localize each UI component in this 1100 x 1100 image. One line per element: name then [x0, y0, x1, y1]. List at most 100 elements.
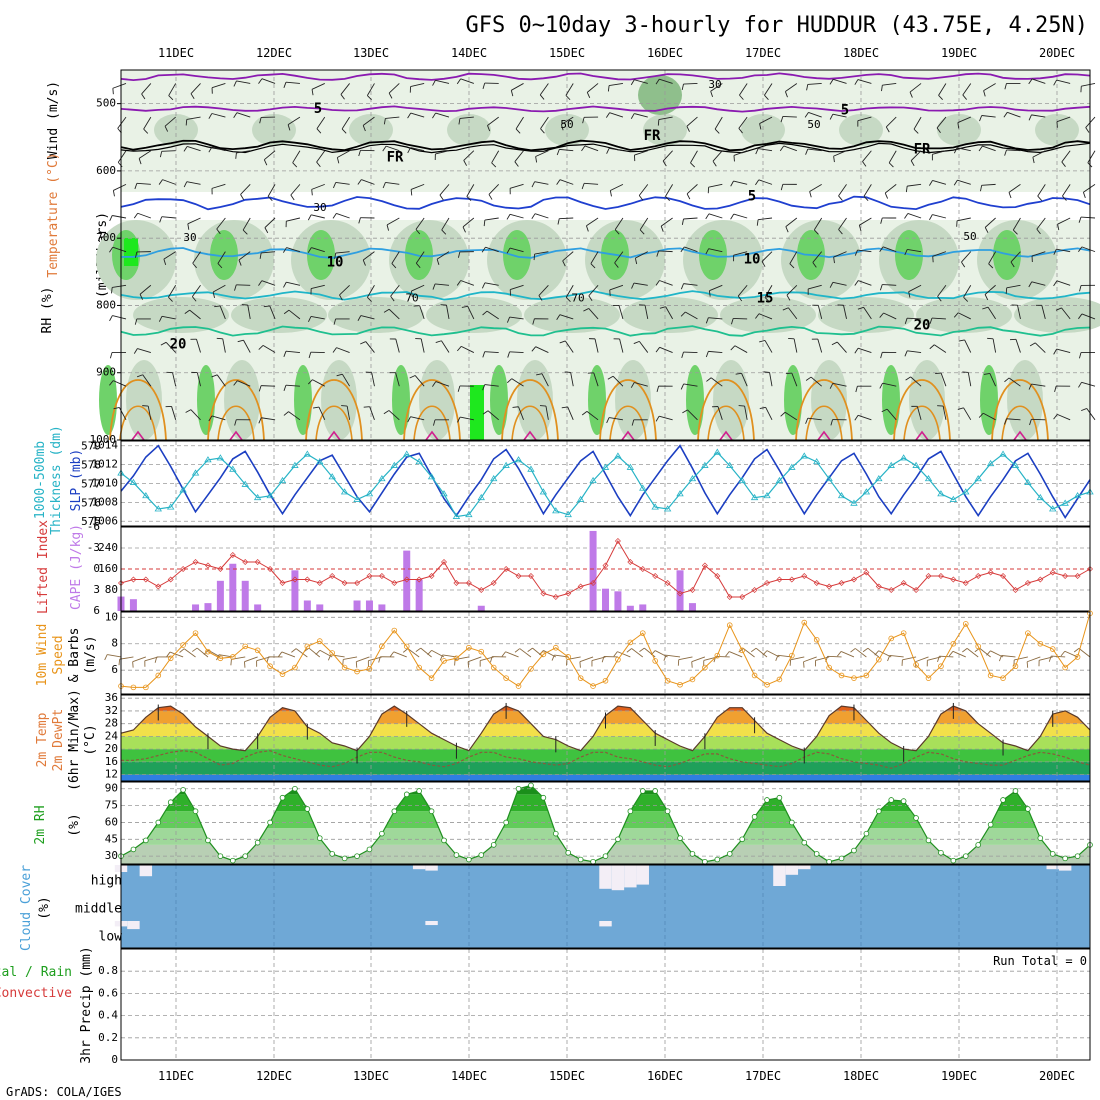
upper-wind-barb — [435, 150, 450, 155]
date-label-top: 19DEC — [941, 46, 977, 60]
upper-wind-barb-feather — [910, 160, 915, 167]
wind10-barb — [966, 648, 979, 658]
wind10-point — [602, 677, 609, 684]
thickness-point — [191, 469, 200, 476]
wind10-barb — [467, 656, 482, 663]
upper-wind-barb — [142, 374, 152, 387]
upper-wind-barb — [318, 406, 326, 421]
upper-wind-barb — [886, 408, 897, 421]
upper-wind-barb — [658, 415, 673, 421]
upper-wind-barb — [638, 341, 649, 353]
wind10-barb-feather — [514, 648, 521, 653]
wind10-barb — [107, 654, 122, 658]
li-point — [291, 576, 298, 583]
upper-wind-barb-feather — [282, 247, 287, 253]
upper-wind-barb — [534, 181, 549, 185]
wind10-point — [627, 639, 634, 646]
upper-wind-barb-feather — [879, 382, 883, 389]
upper-wind-barb — [758, 148, 773, 152]
upper-wind-barb — [1081, 246, 1096, 253]
lifted-index-line — [120, 539, 1091, 598]
li-point — [1024, 580, 1031, 586]
upper-wind-barb — [237, 380, 251, 387]
upper-wind-barb-feather — [855, 386, 858, 393]
upper-wind-barb — [141, 83, 152, 95]
upper-wind-barb — [1081, 216, 1096, 219]
label-thickness-b: Thickness (dm) — [49, 425, 64, 535]
thickness-point — [1061, 499, 1069, 506]
rh2m-point — [503, 819, 509, 826]
wind10-point — [664, 677, 671, 684]
wind10-barb-feather — [948, 651, 954, 657]
upper-wind-barb-feather — [1008, 192, 1012, 199]
upper-wind-barb-feather — [854, 79, 859, 85]
upper-wind-barb — [882, 83, 897, 86]
upper-wind-barb-feather — [913, 128, 919, 134]
rh-mid-blob — [720, 297, 816, 333]
rh2m-point — [1025, 806, 1031, 812]
upper-wind-barb-feather — [436, 258, 440, 265]
upper-wind-barb-feather — [1078, 216, 1082, 223]
upper-wind-barb-feather — [1004, 83, 1007, 90]
upper-wind-barb-feather — [456, 346, 462, 352]
wind10-barb-feather — [192, 647, 198, 652]
upper-wind-barb — [211, 83, 226, 89]
li-point — [279, 580, 286, 586]
slp-thickness-panel: 575 576 577 578 579 1006 1008 1010 1012 1014 — [81, 439, 1094, 528]
upper-wind-barb-feather — [435, 340, 442, 343]
contour-label: 15 — [757, 291, 774, 307]
wind10-barb — [678, 656, 693, 661]
wind10-barb — [790, 656, 805, 661]
wind10-barb — [840, 651, 855, 658]
rh2m-point — [813, 851, 820, 857]
cape-bar — [216, 580, 224, 611]
li-point — [229, 552, 236, 558]
upper-wind-barb — [186, 116, 201, 120]
thickness-point — [837, 492, 846, 499]
wind10-barb-feather — [691, 661, 693, 668]
cape-tick-label: 160 — [98, 562, 118, 575]
wind10-barb-feather — [378, 656, 381, 663]
upper-wind-barb-feather — [609, 190, 612, 197]
label-cape: CAPE (J/kg) — [69, 524, 84, 610]
upper-wind-barb-feather — [980, 185, 983, 192]
pressure-tick-label: 800 — [96, 298, 116, 311]
rh2m-point — [1074, 853, 1081, 859]
upper-wind-barb — [559, 217, 574, 220]
wind10-point — [615, 656, 621, 663]
upper-wind-barb — [791, 372, 798, 387]
upper-wind-barb-feather — [433, 419, 436, 426]
upper-wind-barb-feather — [535, 156, 538, 163]
upper-wind-barb — [683, 83, 698, 85]
upper-wind-barb — [371, 372, 375, 387]
label-temp2m-b: 2m DewPt — [51, 709, 66, 772]
upper-wind-barb — [1012, 217, 1021, 231]
upper-wind-barb-feather — [234, 419, 237, 426]
rh-bright-blob — [124, 238, 138, 266]
upper-wind-barb-feather — [482, 351, 486, 358]
wind10-barb — [256, 656, 271, 662]
upper-wind-barb-feather — [588, 295, 593, 302]
upper-wind-barb — [165, 342, 177, 353]
upper-wind-barb-feather — [881, 85, 883, 92]
upper-wind-barb-feather — [780, 411, 786, 417]
upper-wind-barb — [982, 145, 996, 152]
wind10-barb-feather — [775, 655, 779, 661]
thickness-point — [253, 493, 262, 501]
upper-wind-barb-feather — [681, 351, 684, 358]
upper-wind-barb — [415, 251, 425, 264]
upper-wind-barb-feather — [805, 376, 812, 381]
upper-wind-barb-feather — [334, 252, 337, 260]
upper-wind-barb — [385, 145, 400, 152]
upper-wind-barb-feather — [928, 180, 933, 186]
upper-wind-barb-feather — [929, 317, 933, 324]
upper-wind-barb-feather — [780, 184, 784, 191]
upper-wind-barb-feather — [680, 383, 685, 390]
label-rh2m-a: 2m RH — [33, 805, 48, 844]
credit-text: GrADS: COLA/IGES — [6, 1085, 122, 1099]
upper-wind-barb — [618, 305, 624, 320]
thickness-point — [390, 461, 399, 468]
wind10-point — [801, 619, 808, 626]
upper-wind-barb — [1006, 149, 1021, 152]
upper-wind-barb — [485, 246, 499, 253]
